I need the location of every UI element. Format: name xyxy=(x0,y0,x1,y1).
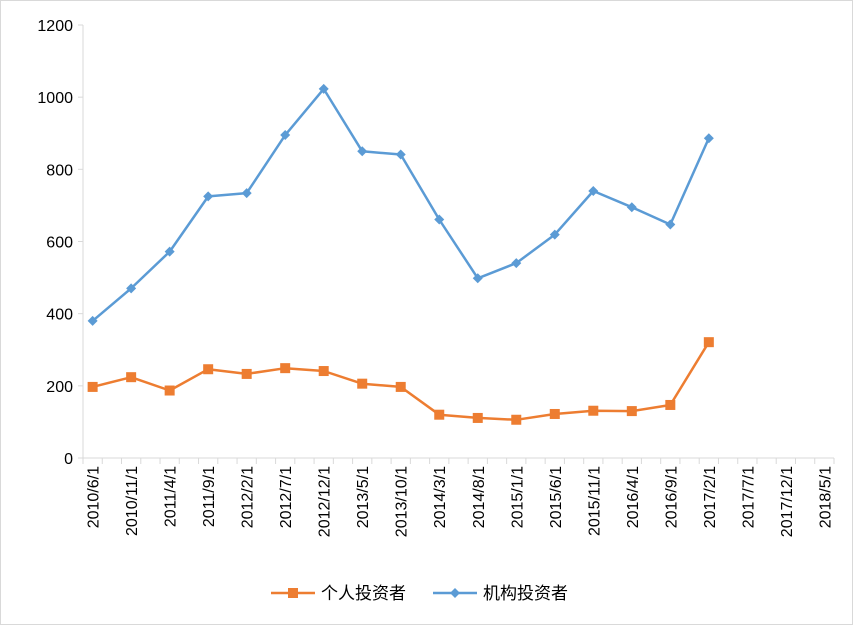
diamond-marker xyxy=(318,83,329,94)
y-tick-label: 200 xyxy=(46,379,73,396)
square-marker xyxy=(318,366,329,377)
y-tick-label: 1000 xyxy=(37,90,73,107)
square-marker xyxy=(164,385,175,396)
x-tick-label: 2010/6/1 xyxy=(86,466,103,528)
x-tick-label: 2012/2/1 xyxy=(240,466,257,528)
diamond-marker xyxy=(164,246,175,257)
legend-label: 个人投资者 xyxy=(321,584,406,604)
x-tick-label: 2013/5/1 xyxy=(355,466,372,528)
x-tick-label: 2014/3/1 xyxy=(432,466,449,528)
square-marker xyxy=(203,364,214,375)
diamond-marker xyxy=(626,202,637,213)
y-tick-label: 800 xyxy=(46,162,73,179)
y-tick-label: 1200 xyxy=(37,18,73,35)
x-tick-label: 2012/12/1 xyxy=(317,466,334,537)
square-marker xyxy=(434,409,445,420)
square-marker xyxy=(549,408,560,419)
x-tick-label: 2017/2/1 xyxy=(702,466,719,528)
square-marker xyxy=(511,414,522,425)
x-tick-label: 2011/9/1 xyxy=(201,466,218,527)
x-tick-label: 2010/11/1 xyxy=(124,466,141,536)
y-tick-label: 400 xyxy=(46,307,73,324)
x-tick-label: 2014/8/1 xyxy=(471,466,488,528)
legend-diamond-marker xyxy=(450,588,460,598)
y-tick-label: 0 xyxy=(64,451,73,468)
square-marker xyxy=(395,381,406,392)
series-line xyxy=(91,87,710,322)
diamond-marker xyxy=(588,185,599,196)
square-marker xyxy=(588,405,599,416)
x-tick-label: 2017/7/1 xyxy=(740,466,757,528)
x-tick-label: 2012/7/1 xyxy=(278,466,295,528)
x-tick-label: 2017/12/1 xyxy=(779,466,796,537)
square-marker xyxy=(626,406,637,417)
legend-square-marker xyxy=(288,588,298,598)
x-tick-label: 2011/4/1 xyxy=(163,466,180,527)
square-marker xyxy=(280,363,291,374)
axes: 0 200 400 600 800 1000 1200 2010/6/1 2010/11/1 20… xyxy=(37,18,835,537)
x-tick-label: 2016/4/1 xyxy=(625,466,642,528)
square-marker xyxy=(126,372,137,383)
diamond-marker xyxy=(203,191,214,202)
series-0 xyxy=(87,337,714,425)
diamond-marker xyxy=(665,219,676,230)
x-tick-label: 2015/11/1 xyxy=(586,466,603,536)
series-lines xyxy=(87,83,714,425)
diamond-marker xyxy=(280,130,291,141)
x-tick-label: 2018/5/1 xyxy=(817,466,834,528)
square-marker xyxy=(357,378,368,389)
x-tick-label: 2015/1/1 xyxy=(509,466,526,528)
diamond-marker xyxy=(511,258,522,269)
square-marker xyxy=(665,399,676,410)
diamond-marker xyxy=(434,214,445,225)
series-line xyxy=(92,341,710,422)
x-tick-label: 2015/6/1 xyxy=(548,466,565,528)
legend: 个人投资者 机构投资者 xyxy=(271,584,568,604)
diamond-marker xyxy=(395,149,406,160)
diamond-marker xyxy=(472,273,483,284)
square-marker xyxy=(87,381,98,392)
diamond-marker xyxy=(241,188,252,199)
series-1 xyxy=(87,83,714,326)
diamond-marker xyxy=(87,315,98,326)
square-marker xyxy=(241,368,252,379)
diamond-marker xyxy=(549,229,560,240)
diamond-marker xyxy=(357,146,368,157)
diamond-marker xyxy=(703,133,714,144)
x-tick-label: 2016/9/1 xyxy=(663,466,680,528)
square-marker xyxy=(472,412,483,423)
square-marker xyxy=(703,337,714,348)
y-tick-label: 600 xyxy=(46,235,73,252)
legend-label: 机构投资者 xyxy=(483,584,568,604)
x-tick-label: 2013/10/1 xyxy=(394,466,411,537)
